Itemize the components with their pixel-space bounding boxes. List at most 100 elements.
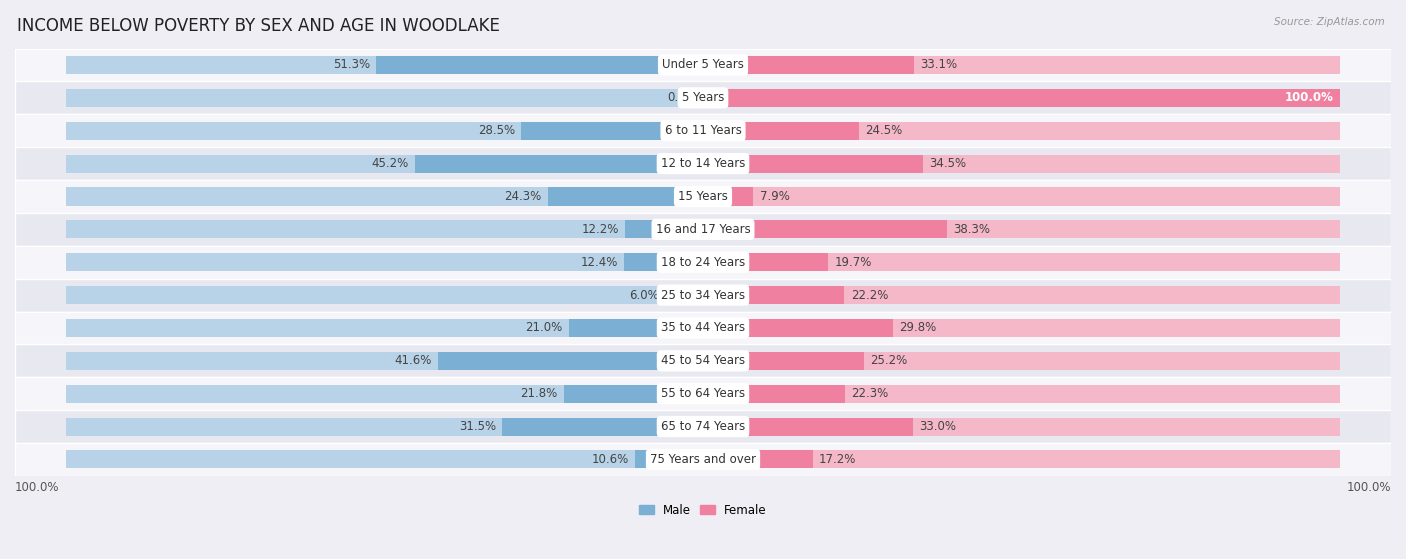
Text: 25 to 34 Years: 25 to 34 Years [661, 288, 745, 302]
Text: 45 to 54 Years: 45 to 54 Years [661, 354, 745, 367]
Text: 45.2%: 45.2% [371, 157, 409, 170]
Text: 12 to 14 Years: 12 to 14 Years [661, 157, 745, 170]
Text: 24.5%: 24.5% [866, 124, 903, 137]
Bar [15, 49, 1391, 82]
Bar [703, 220, 948, 238]
Text: 19.7%: 19.7% [835, 255, 872, 269]
Text: 15 Years: 15 Years [678, 190, 728, 203]
Bar [66, 154, 703, 173]
Bar [15, 114, 1391, 147]
Bar [636, 451, 703, 468]
Bar [703, 220, 1340, 238]
Bar [703, 451, 813, 468]
Bar [15, 213, 1391, 246]
Text: 12.2%: 12.2% [582, 223, 619, 236]
Bar [66, 220, 703, 238]
Bar [548, 187, 703, 206]
Bar [66, 319, 703, 337]
Bar [703, 253, 828, 271]
Bar [703, 385, 845, 402]
Text: 31.5%: 31.5% [458, 420, 496, 433]
Bar [703, 187, 1340, 206]
Legend: Male, Female: Male, Female [634, 499, 772, 522]
Bar [626, 220, 703, 238]
Text: 18 to 24 Years: 18 to 24 Years [661, 255, 745, 269]
Bar [703, 154, 1340, 173]
Text: 6.0%: 6.0% [628, 288, 658, 302]
Text: 12.4%: 12.4% [581, 255, 617, 269]
Text: 21.8%: 21.8% [520, 387, 558, 400]
Text: 75 Years and over: 75 Years and over [650, 453, 756, 466]
Text: Under 5 Years: Under 5 Years [662, 59, 744, 72]
Text: 22.3%: 22.3% [852, 387, 889, 400]
Bar [66, 253, 703, 271]
Text: 29.8%: 29.8% [900, 321, 936, 334]
Bar [703, 286, 845, 304]
Bar [15, 82, 1391, 114]
Bar [703, 122, 859, 140]
Bar [66, 89, 703, 107]
Text: 34.5%: 34.5% [929, 157, 966, 170]
Bar [703, 385, 1340, 402]
Text: 16 and 17 Years: 16 and 17 Years [655, 223, 751, 236]
Text: 33.1%: 33.1% [921, 59, 957, 72]
Text: 55 to 64 Years: 55 to 64 Years [661, 387, 745, 400]
Bar [66, 122, 703, 140]
Text: 100.0%: 100.0% [1347, 481, 1391, 494]
Bar [66, 451, 703, 468]
Bar [15, 344, 1391, 377]
Text: 65 to 74 Years: 65 to 74 Years [661, 420, 745, 433]
Bar [66, 56, 703, 74]
Text: 21.0%: 21.0% [526, 321, 562, 334]
Bar [66, 187, 703, 206]
Bar [15, 443, 1391, 476]
Text: 6 to 11 Years: 6 to 11 Years [665, 124, 741, 137]
Bar [703, 253, 1340, 271]
Bar [703, 187, 754, 206]
Text: 0.0%: 0.0% [666, 91, 696, 105]
Text: 33.0%: 33.0% [920, 420, 956, 433]
Bar [703, 418, 1340, 435]
Bar [703, 319, 1340, 337]
Bar [15, 246, 1391, 278]
Text: 22.2%: 22.2% [851, 288, 889, 302]
Bar [66, 286, 703, 304]
Bar [377, 56, 703, 74]
Bar [415, 154, 703, 173]
Bar [502, 418, 703, 435]
Text: 35 to 44 Years: 35 to 44 Years [661, 321, 745, 334]
Text: 41.6%: 41.6% [394, 354, 432, 367]
Text: 25.2%: 25.2% [870, 354, 907, 367]
Text: 10.6%: 10.6% [592, 453, 628, 466]
Bar [66, 418, 703, 435]
Bar [66, 352, 703, 370]
Bar [15, 311, 1391, 344]
Bar [703, 352, 863, 370]
Bar [703, 122, 1340, 140]
Bar [624, 253, 703, 271]
Text: 100.0%: 100.0% [15, 481, 59, 494]
Text: Source: ZipAtlas.com: Source: ZipAtlas.com [1274, 17, 1385, 27]
Text: 17.2%: 17.2% [818, 453, 856, 466]
Bar [564, 385, 703, 402]
Text: 28.5%: 28.5% [478, 124, 515, 137]
Bar [703, 89, 1340, 107]
Bar [703, 56, 914, 74]
Bar [703, 89, 1340, 107]
Bar [15, 377, 1391, 410]
Bar [703, 352, 1340, 370]
Bar [703, 56, 1340, 74]
Text: 51.3%: 51.3% [333, 59, 370, 72]
Bar [703, 319, 893, 337]
Text: 7.9%: 7.9% [759, 190, 790, 203]
Bar [15, 410, 1391, 443]
Text: 100.0%: 100.0% [1285, 91, 1334, 105]
Bar [703, 154, 922, 173]
Bar [665, 286, 703, 304]
Bar [703, 418, 914, 435]
Bar [66, 385, 703, 402]
Bar [15, 147, 1391, 180]
Text: INCOME BELOW POVERTY BY SEX AND AGE IN WOODLAKE: INCOME BELOW POVERTY BY SEX AND AGE IN W… [17, 17, 499, 35]
Bar [522, 122, 703, 140]
Bar [15, 180, 1391, 213]
